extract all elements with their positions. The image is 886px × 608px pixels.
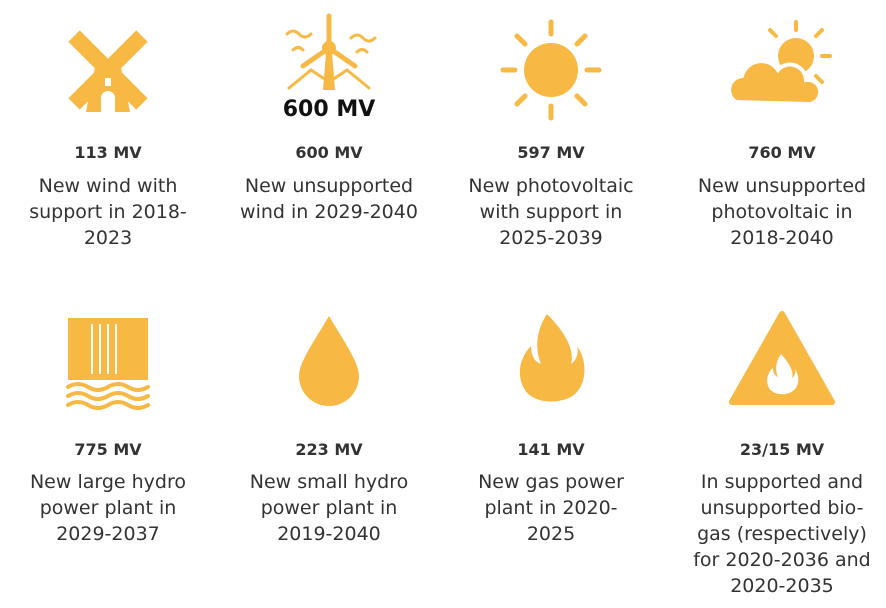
drop-icon — [299, 316, 359, 406]
item-description: New unsupported — [698, 175, 866, 197]
item-description: New unsupported — [245, 175, 413, 197]
warning-icon — [729, 311, 835, 405]
item-description: photovoltaic in — [711, 201, 852, 223]
item-description: In supported and — [701, 471, 863, 493]
item-description: unsupported bio- — [701, 497, 864, 519]
item-description: power plant in — [40, 497, 177, 519]
item-description: plant in 2020- — [484, 497, 617, 519]
windmill-icon — [68, 30, 148, 112]
item-description: 2023 — [84, 227, 132, 249]
item-description: with support in — [480, 201, 623, 223]
item-value: 600 MV — [295, 143, 363, 162]
item-description: for 2020-2036 and — [693, 549, 871, 571]
sun-cloud-icon — [727, 20, 832, 107]
item-description: gas (respectively) — [697, 523, 867, 545]
item-description: 2019-2040 — [277, 523, 381, 545]
item-description: support in 2018- — [29, 201, 187, 223]
item-value: 113 MV — [74, 143, 142, 162]
icon-text: 600 MV — [283, 97, 376, 122]
item-description: power plant in — [261, 497, 398, 519]
item-value: 223 MV — [295, 440, 363, 459]
flame-icon — [519, 314, 585, 402]
item-description: 2020-2035 — [730, 575, 834, 597]
item-value: 597 MV — [517, 143, 585, 162]
item-description: 2029-2037 — [56, 523, 160, 545]
item-description: 2025-2039 — [499, 227, 603, 249]
waterfall-icon — [66, 318, 150, 410]
wind-turbine-icon — [285, 13, 377, 90]
sun-icon — [500, 19, 602, 121]
item-description: 2018-2040 — [730, 227, 834, 249]
item-description: New small hydro — [250, 471, 409, 493]
item-description: 2025 — [527, 523, 575, 545]
item-description: wind in 2029-2040 — [240, 201, 418, 223]
item-description: New wind with — [39, 175, 178, 197]
item-value: 23/15 MV — [740, 440, 825, 459]
item-description: New gas power — [478, 471, 624, 493]
item-value: 760 MV — [748, 143, 816, 162]
item-value: 141 MV — [517, 440, 585, 459]
item-description: New photovoltaic — [468, 175, 633, 197]
item-description: New large hydro — [30, 471, 186, 493]
item-value: 775 MV — [74, 440, 142, 459]
